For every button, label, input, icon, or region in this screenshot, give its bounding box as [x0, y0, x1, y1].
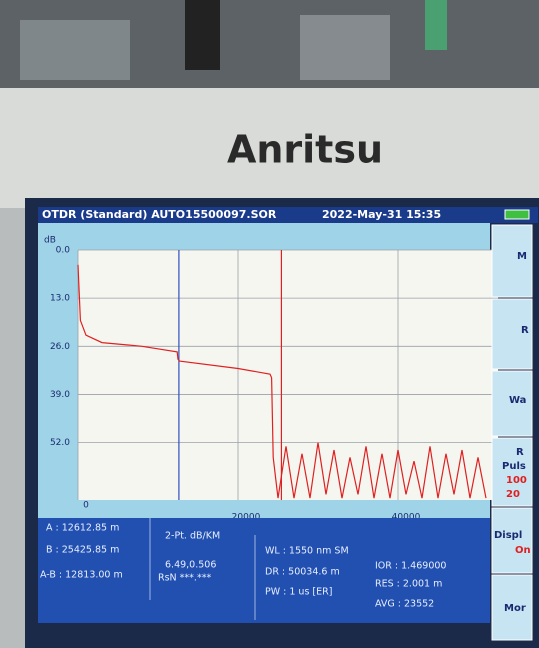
- y-tick-label: 26.0: [50, 342, 70, 352]
- button-label: R: [521, 325, 529, 336]
- y-axis-label: dB: [44, 236, 56, 246]
- connector: [300, 15, 390, 80]
- battery: [505, 210, 529, 219]
- cursor-ab: A-B : 12813.00 m: [40, 570, 123, 581]
- button-label: Mor: [504, 603, 526, 614]
- button-label: 100: [506, 475, 527, 486]
- loss-value: 6.49,0.506: [165, 560, 216, 571]
- y-tick-label: 13.0: [50, 294, 70, 304]
- button-label: Puls: [502, 461, 526, 472]
- range: DR : 50034.6 m: [265, 567, 340, 578]
- photo: Anritsu OTDR (Standard) AUTO15500097.SOR…: [0, 0, 539, 648]
- pulse-width: PW : 1 us [ER]: [265, 587, 332, 598]
- connector: [20, 20, 130, 80]
- cursor-a: A : 12612.85 m: [46, 523, 119, 534]
- button-label: Displ: [494, 530, 522, 541]
- cable: [425, 0, 447, 50]
- averages: AVG : 23552: [375, 599, 434, 610]
- resolution: RES : 2.001 m: [375, 579, 442, 590]
- button-label: On: [515, 545, 531, 556]
- side-buttons: M R Wa R Puls 100 20 Displ On Mor: [492, 225, 532, 640]
- wavelength: WL : 1550 nm SM: [265, 546, 349, 557]
- mode: 2-Pt. dB/KM: [165, 531, 220, 542]
- x-tick-label: 0: [83, 501, 89, 511]
- y-tick-label: 39.0: [50, 390, 70, 400]
- cable: [185, 0, 220, 70]
- button-label: Wa: [509, 395, 526, 406]
- file-title: OTDR (Standard) AUTO15500097.SOR: [42, 208, 277, 221]
- brand-logo: Anritsu: [227, 128, 383, 172]
- button-label: R: [516, 447, 524, 458]
- datetime: 2022-May-31 15:35: [322, 208, 441, 221]
- y-tick-label: 52.0: [50, 438, 70, 448]
- button-label: M: [517, 251, 527, 262]
- cursor-b: B : 25425.85 m: [46, 545, 119, 556]
- reflectance: RsN ***.***: [158, 573, 211, 584]
- button-label: 20: [506, 489, 520, 500]
- y-tick-label: 0.0: [56, 246, 71, 256]
- ior: IOR : 1.469000: [375, 561, 446, 572]
